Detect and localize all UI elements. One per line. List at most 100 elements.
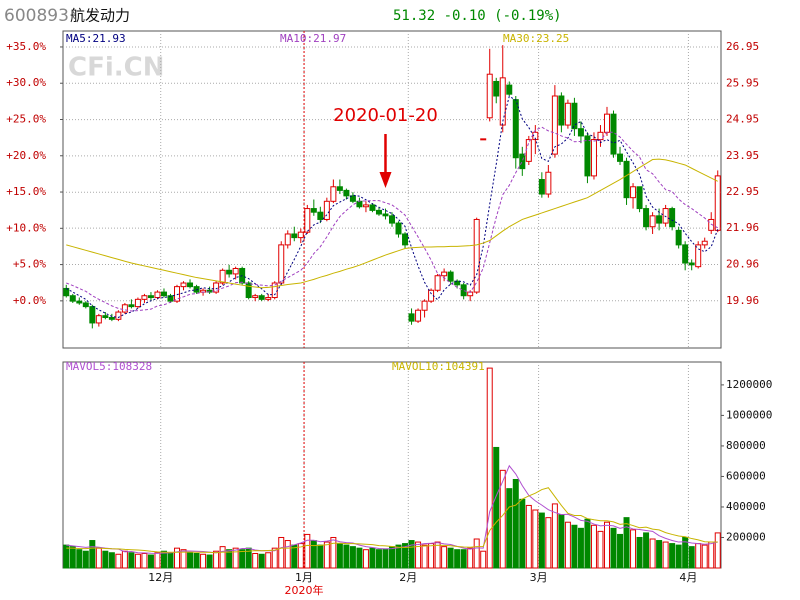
volume-bar: [545, 517, 552, 569]
candle-body: [512, 99, 519, 159]
candle-body: [278, 244, 285, 284]
ma-line: [66, 95, 719, 319]
volume-bar: [441, 546, 448, 569]
candle-body: [643, 208, 650, 228]
candle-body: [375, 209, 382, 215]
volume-bar: [480, 550, 487, 569]
y-tick-label: 21.96: [726, 221, 759, 234]
candle-body: [617, 153, 624, 162]
annotation: 2020-01-20: [333, 105, 438, 126]
volume-bar: [187, 552, 194, 569]
y2-tick-label: +25.0%: [6, 112, 46, 125]
watermark: CFi.CN: [68, 53, 164, 83]
volume-tick-label: 1200000: [726, 378, 772, 391]
candle-body: [402, 233, 409, 246]
candle-body: [636, 186, 643, 210]
volume-bar: [525, 504, 532, 569]
volume-bar: [460, 549, 467, 569]
candle-body: [174, 286, 181, 302]
volume-bar: [662, 541, 669, 569]
volume-bar: [102, 550, 109, 569]
candle-body: [108, 316, 115, 320]
volume-bar: [473, 538, 480, 569]
price-panel: [62, 30, 722, 349]
candle-body: [415, 309, 422, 322]
volume-bar: [617, 533, 624, 569]
volume-bar: [108, 552, 115, 569]
y2-tick-label: +30.0%: [6, 76, 46, 89]
candle-body: [389, 215, 395, 224]
y2-tick-label: +0.0%: [13, 294, 46, 307]
volume-bar: [669, 543, 676, 569]
volume-bar: [206, 554, 213, 569]
volume-bar: [519, 498, 526, 569]
volume-bar: [512, 478, 519, 569]
candle-body: [89, 306, 96, 324]
volume-bar: [219, 546, 226, 569]
volume-bar: [278, 536, 285, 569]
y-tick-label: 20.96: [726, 257, 759, 270]
candle-body: [441, 271, 448, 277]
y2-tick-label: +35.0%: [6, 40, 46, 53]
volume-bar: [193, 553, 200, 569]
volume-bar: [213, 550, 220, 569]
candle-body: [545, 171, 552, 195]
candle-body: [69, 295, 76, 302]
candle-body: [708, 218, 715, 231]
x-tick-label: 1月: [295, 571, 313, 584]
candle-body: [688, 262, 695, 266]
candle-body: [669, 208, 676, 228]
candle-body: [480, 138, 487, 141]
candle-body: [193, 286, 200, 293]
volume-bar: [82, 550, 89, 569]
candle-body: [252, 295, 259, 299]
candle-body: [558, 95, 565, 126]
volume-bar: [408, 540, 415, 569]
volume-bar: [226, 549, 233, 569]
volume-bar: [317, 544, 324, 569]
candle-body: [291, 233, 298, 239]
y-tick-label: 19.96: [726, 294, 759, 307]
volume-bar: [701, 544, 708, 569]
candle-body: [525, 139, 532, 162]
volume-bar: [584, 518, 591, 569]
volume-bar: [708, 541, 715, 569]
candle-body: [349, 195, 356, 202]
candle-body: [82, 302, 89, 308]
volume-bar: [467, 547, 474, 569]
volume-bar: [349, 546, 356, 569]
candle-body: [538, 179, 545, 195]
candle-body: [630, 186, 637, 199]
candle-body: [564, 102, 571, 126]
ma-line: [66, 487, 718, 554]
volume-bar: [675, 544, 682, 569]
y2-tick-label: +5.0%: [13, 258, 46, 271]
candle-body: [265, 297, 272, 300]
volume-bar: [532, 509, 539, 569]
legend-entry: MA30:23.25: [503, 32, 569, 45]
legend-entry: MA10:21.97: [280, 32, 346, 45]
candle-body: [695, 244, 702, 268]
volume-bar: [564, 521, 571, 569]
candle-body: [180, 282, 187, 288]
y-tick-label: 23.95: [726, 149, 759, 162]
volume-bar: [310, 540, 317, 569]
volume-bar: [297, 543, 304, 569]
candle-body: [675, 229, 682, 246]
volume-bar: [538, 512, 545, 569]
volume-bar: [174, 547, 181, 569]
candle-body: [519, 153, 526, 170]
volume-bar: [356, 547, 363, 569]
volume-tick-label: 200000: [726, 530, 766, 543]
volume-bar: [239, 549, 246, 569]
candle-body: [551, 95, 558, 155]
candle-body: [115, 311, 122, 320]
volume-bar: [551, 503, 558, 569]
quote: 51.32 -0.10 (-0.19%): [393, 8, 562, 24]
volume-bar: [115, 553, 122, 569]
candle-body: [590, 139, 597, 177]
y2-tick-label: +20.0%: [6, 149, 46, 162]
candle-body: [701, 240, 708, 246]
volume-bar: [200, 553, 207, 569]
